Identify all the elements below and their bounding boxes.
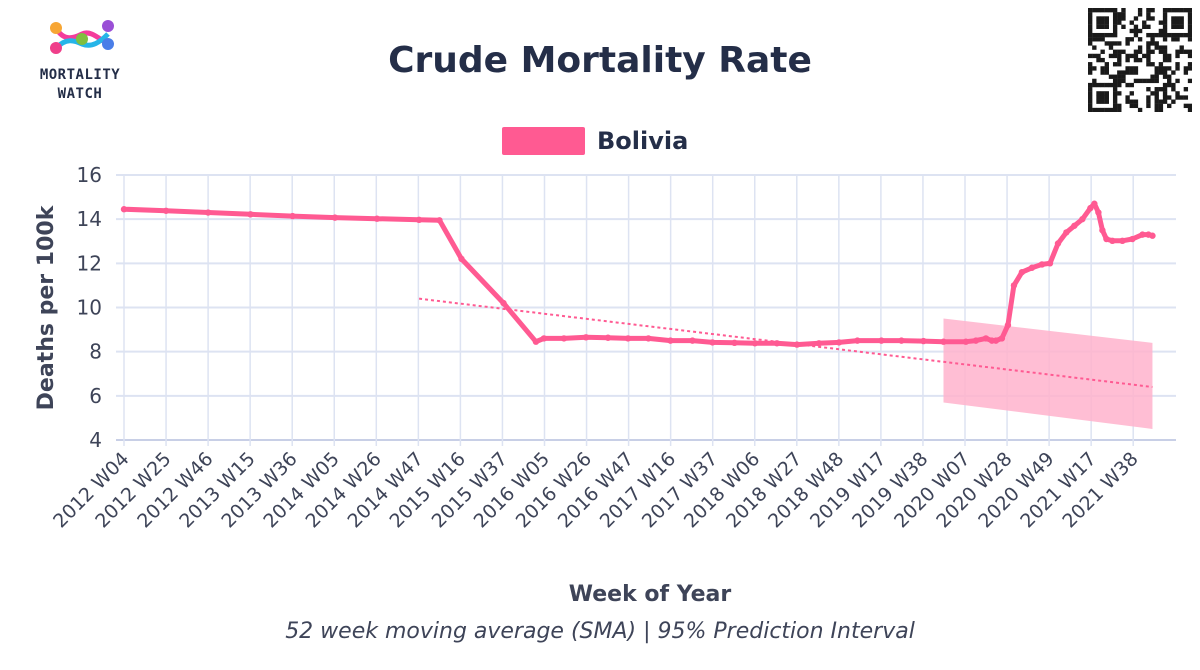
data-point <box>247 211 254 218</box>
y-tick-label: 4 <box>89 428 102 452</box>
data-point <box>1079 215 1086 223</box>
data-point <box>1095 209 1102 216</box>
data-point <box>624 335 632 342</box>
data-point <box>162 207 170 214</box>
data-point <box>1018 268 1026 276</box>
prediction-interval-band <box>943 318 1153 429</box>
data-point <box>1139 231 1146 238</box>
series-layer <box>120 200 1156 348</box>
data-point <box>992 337 1000 344</box>
data-point <box>500 299 507 307</box>
data-point <box>751 340 759 347</box>
data-point <box>731 339 738 347</box>
data-point <box>709 339 716 346</box>
data-point <box>1046 260 1054 267</box>
data-point <box>373 215 381 222</box>
data-point <box>204 209 212 216</box>
chart-title: Crude Mortality Rate <box>388 40 812 81</box>
data-point <box>667 337 674 344</box>
data-point <box>793 341 801 348</box>
data-point <box>436 217 443 224</box>
data-point <box>1149 232 1156 239</box>
vertical-gridlines <box>123 175 1134 446</box>
data-point <box>1063 229 1070 236</box>
data-point <box>1129 235 1136 243</box>
data-point <box>1004 321 1012 329</box>
data-point <box>1103 235 1110 243</box>
logo-text: MORTALITY WATCH <box>39 67 121 102</box>
qr-code-icon <box>1088 8 1192 112</box>
data-point <box>458 255 465 263</box>
legend-swatch-bolivia <box>502 127 585 155</box>
data-point <box>998 335 1006 342</box>
y-tick-label: 12 <box>77 251 102 275</box>
logo-mark-icon <box>50 20 114 54</box>
data-point <box>854 337 861 344</box>
data-point <box>120 206 128 213</box>
data-point <box>560 335 568 342</box>
data-point <box>1087 204 1094 212</box>
data-point <box>415 216 423 224</box>
data-point <box>1054 240 1062 247</box>
data-point <box>1028 264 1036 271</box>
data-point <box>962 338 970 345</box>
data-point <box>898 337 905 344</box>
y-tick-label: 6 <box>89 384 102 408</box>
data-point <box>540 335 548 342</box>
data-point <box>582 334 590 341</box>
data-point <box>878 337 885 344</box>
chart-subtitle: 52 week moving average (SMA) | 95% Predi… <box>285 619 915 644</box>
data-point <box>1010 282 1018 289</box>
data-point <box>1109 237 1116 245</box>
data-point <box>1099 227 1106 234</box>
data-point <box>920 337 927 345</box>
data-point <box>1119 237 1126 245</box>
legend-label-bolivia: Bolivia <box>597 127 689 155</box>
legend[interactable]: Bolivia <box>502 124 688 158</box>
x-axis-label: Week of Year <box>569 582 732 607</box>
y-tick-label: 14 <box>77 207 102 231</box>
data-point <box>982 335 990 342</box>
data-point <box>289 212 296 220</box>
prediction-interval-layer <box>943 318 1153 429</box>
series-line-bolivia <box>121 201 1155 348</box>
y-tick-label: 8 <box>89 340 102 364</box>
data-point <box>1091 200 1098 207</box>
data-point <box>1071 222 1078 229</box>
y-tick-label: 10 <box>77 296 102 320</box>
mortality-watch-logo <box>50 20 114 54</box>
data-point <box>940 338 947 345</box>
data-point <box>689 337 696 344</box>
data-point <box>815 340 823 347</box>
data-point <box>645 335 652 342</box>
data-point <box>604 334 612 341</box>
y-axis-label: Deaths per 100k <box>34 204 59 410</box>
y-tick-labels: 4 6 8 10 12 14 16 <box>77 163 102 452</box>
data-point <box>972 337 980 344</box>
data-point <box>1038 261 1046 268</box>
data-point <box>532 338 540 345</box>
data-point <box>835 339 843 346</box>
data-point <box>331 214 339 221</box>
data-point <box>773 340 781 347</box>
y-tick-label: 16 <box>77 163 102 187</box>
